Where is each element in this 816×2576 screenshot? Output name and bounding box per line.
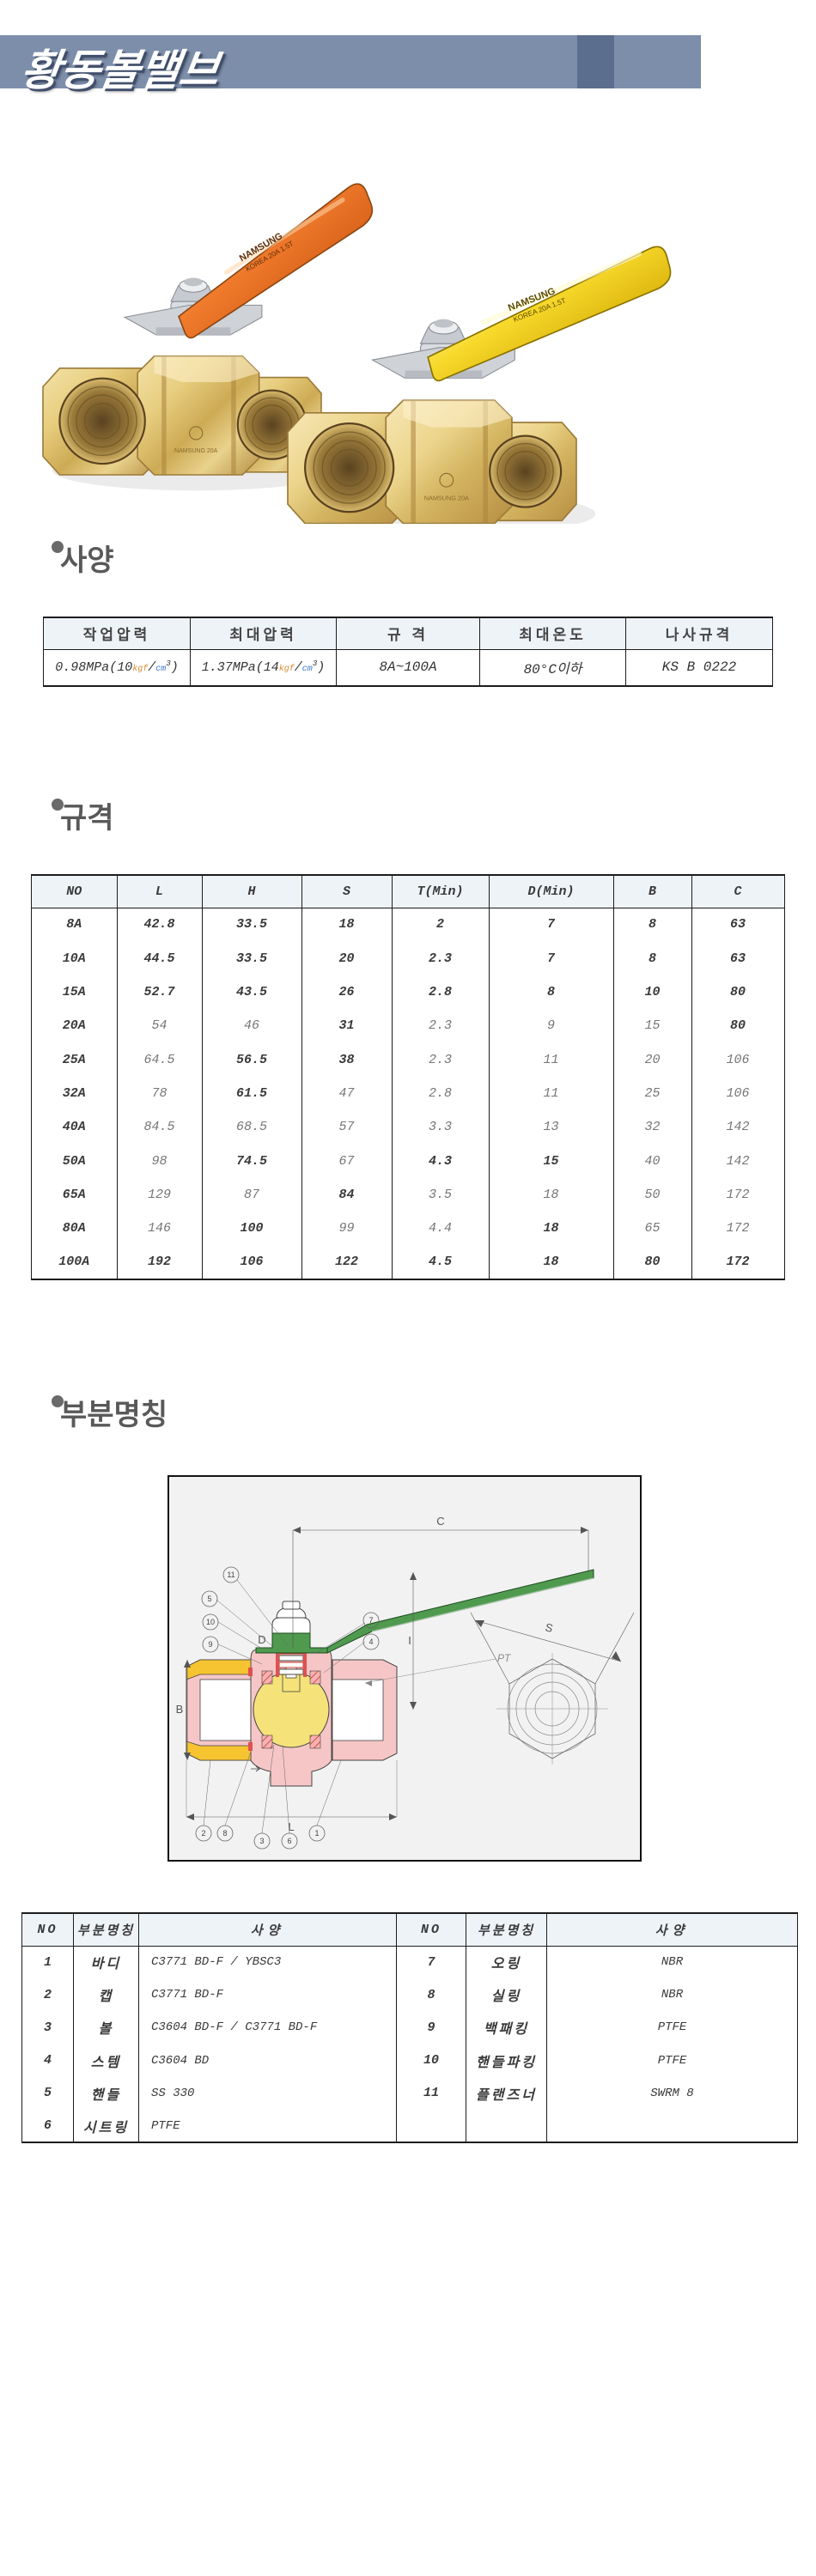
svg-text:PT: PT — [497, 1652, 512, 1664]
svg-text:7: 7 — [368, 1616, 373, 1625]
svg-text:5: 5 — [207, 1595, 211, 1603]
svg-text:11: 11 — [227, 1571, 234, 1579]
svg-text:3: 3 — [259, 1837, 264, 1845]
svg-text:4: 4 — [368, 1637, 373, 1646]
svg-text:8: 8 — [222, 1829, 227, 1838]
svg-text:C: C — [436, 1515, 444, 1528]
svg-text:NAMSUNG 20A: NAMSUNG 20A — [174, 448, 218, 454]
svg-text:1: 1 — [314, 1829, 319, 1838]
svg-text:2: 2 — [201, 1829, 205, 1838]
svg-text:9: 9 — [208, 1640, 212, 1649]
svg-text:6: 6 — [287, 1837, 291, 1845]
svg-text:I: I — [408, 1634, 411, 1647]
svg-text:B: B — [176, 1703, 184, 1716]
svg-text:10: 10 — [206, 1618, 215, 1626]
svg-text:NAMSUNG 20A: NAMSUNG 20A — [424, 495, 469, 502]
svg-text:S: S — [544, 1620, 555, 1635]
